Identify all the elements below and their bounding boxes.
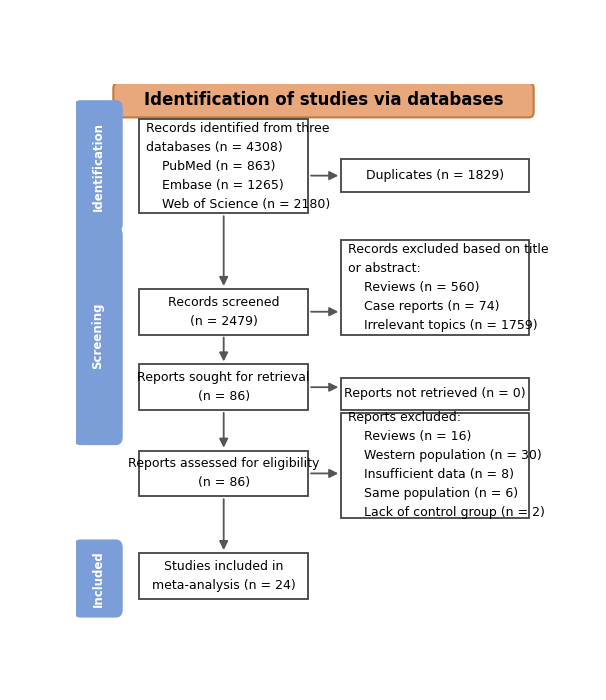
Text: Reports excluded:
    Reviews (n = 16)
    Western population (n = 30)
    Insuf: Reports excluded: Reviews (n = 16) Weste…: [348, 412, 545, 519]
Text: Reports not retrieved (n = 0): Reports not retrieved (n = 0): [344, 387, 526, 400]
Text: Reports assessed for eligibility
(n = 86): Reports assessed for eligibility (n = 86…: [128, 457, 319, 489]
Text: Studies included in
meta-analysis (n = 24): Studies included in meta-analysis (n = 2…: [152, 560, 296, 592]
FancyBboxPatch shape: [341, 240, 529, 335]
Text: Included: Included: [92, 550, 105, 607]
FancyBboxPatch shape: [139, 553, 308, 598]
FancyBboxPatch shape: [139, 119, 308, 214]
FancyBboxPatch shape: [139, 451, 308, 496]
FancyBboxPatch shape: [139, 289, 308, 335]
FancyBboxPatch shape: [73, 540, 122, 617]
Text: Identification: Identification: [92, 122, 105, 211]
FancyBboxPatch shape: [341, 378, 529, 410]
FancyBboxPatch shape: [341, 413, 529, 518]
FancyBboxPatch shape: [139, 364, 308, 410]
Text: Records screened
(n = 2479): Records screened (n = 2479): [168, 295, 279, 328]
Text: Identification of studies via databases: Identification of studies via databases: [144, 91, 504, 109]
Text: Reports sought for retrieval
(n = 86): Reports sought for retrieval (n = 86): [138, 371, 310, 403]
FancyBboxPatch shape: [113, 83, 534, 118]
FancyBboxPatch shape: [341, 160, 529, 192]
Text: Duplicates (n = 1829): Duplicates (n = 1829): [366, 169, 504, 182]
Text: Records identified from three
databases (n = 4308)
    PubMed (n = 863)
    Emba: Records identified from three databases …: [146, 122, 330, 211]
FancyBboxPatch shape: [73, 100, 122, 232]
FancyBboxPatch shape: [73, 227, 122, 445]
Text: Screening: Screening: [92, 302, 105, 369]
Text: Records excluded based on title
or abstract:
    Reviews (n = 560)
    Case repo: Records excluded based on title or abstr…: [348, 243, 549, 332]
